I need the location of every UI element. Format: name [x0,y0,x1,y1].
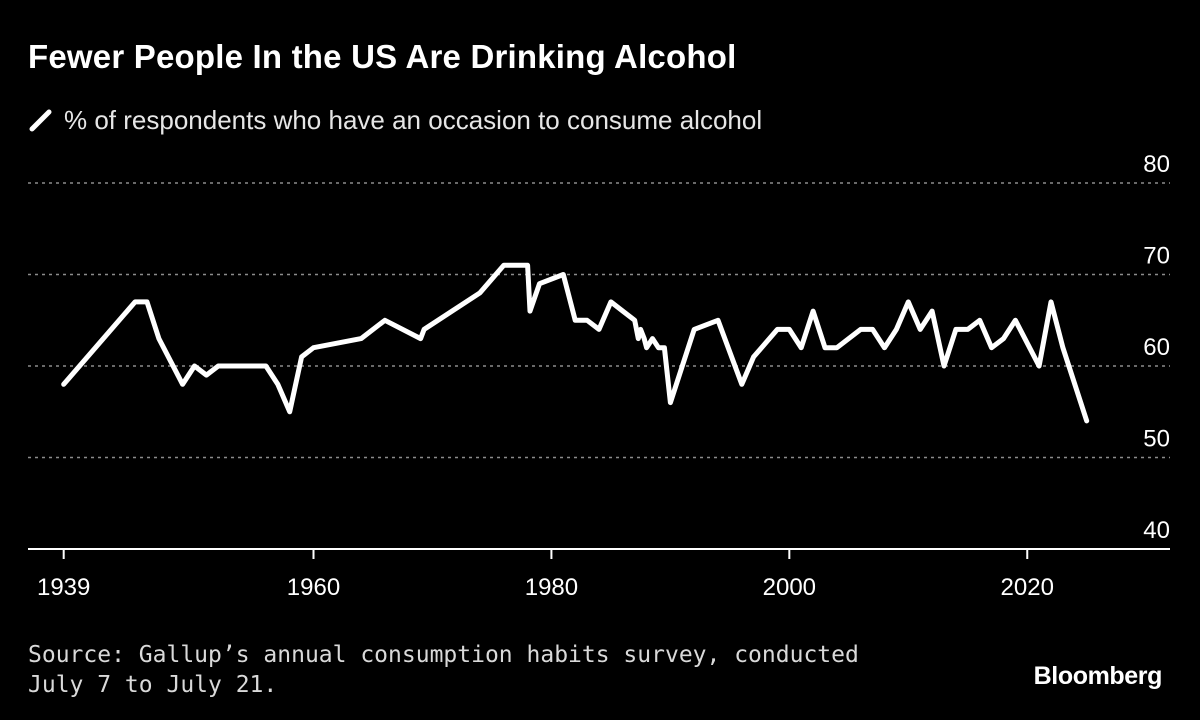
x-tick-label-2020: 2020 [1001,574,1054,601]
y-tick-label-40: 40 [1143,517,1170,544]
source-note: Source: Gallup’s annual consumption habi… [28,642,859,698]
legend-line-swatch-icon [29,109,52,132]
x-tick-label-1960: 1960 [287,574,340,601]
x-tick-label-1939: 1939 [37,574,90,601]
bloomberg-logo: Bloomberg [1033,662,1163,690]
y-tick-label-60: 60 [1143,334,1170,361]
y-tick-label-70: 70 [1143,243,1170,270]
y-tick-label-80: 80 [1143,151,1170,178]
y-tick-label-50: 50 [1143,426,1170,453]
x-tick-label-1980: 1980 [525,574,578,601]
series-line-0 [61,262,1090,424]
x-tick-label-2000: 2000 [763,574,816,601]
legend-label: % of respondents who have an occasion to… [64,104,763,135]
legend: % of respondents who have an occasion to… [28,102,762,138]
chart-title: Fewer People In the US Are Drinking Alco… [28,38,737,75]
